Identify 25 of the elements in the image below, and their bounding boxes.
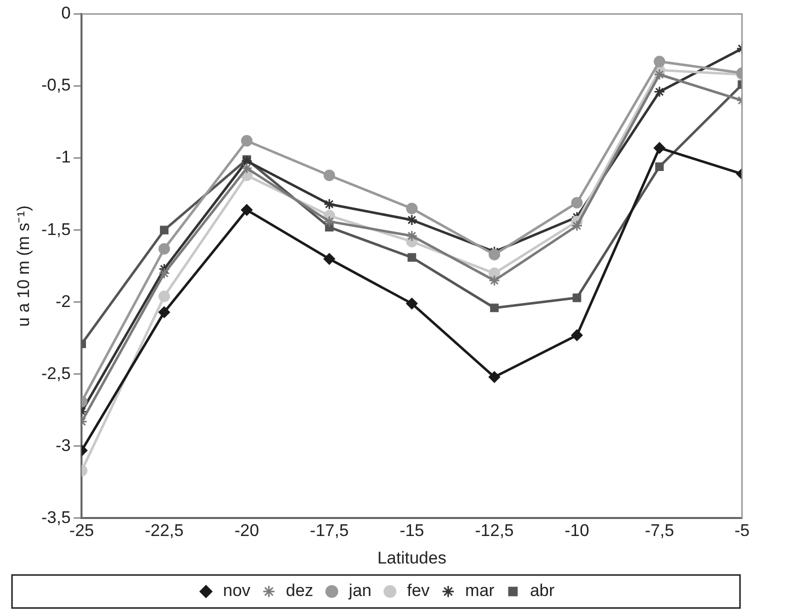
x-axis-title: Latitudes — [377, 548, 446, 568]
x-tick-label: -15 — [400, 521, 424, 540]
y-tick-label: -2,5 — [41, 364, 71, 383]
y-tick-label: -3,5 — [41, 508, 71, 527]
legend-label: nov — [222, 581, 251, 600]
y-tick-label: -3 — [56, 436, 71, 455]
legend-label: dez — [286, 581, 314, 600]
x-tick-label: -20 — [234, 521, 260, 540]
y-tick-label: -0,5 — [41, 76, 71, 95]
legend-label: fev — [406, 581, 430, 600]
y-tick-label: -1 — [56, 148, 71, 167]
x-tick-label: -25 — [69, 521, 94, 540]
legend-label: jan — [348, 581, 372, 600]
y-axis-title: u a 10 m (m s⁻¹) — [14, 205, 33, 327]
x-tick-label: -22,5 — [144, 521, 184, 540]
legend-label: mar — [465, 581, 495, 600]
x-tick-label: -17,5 — [310, 521, 349, 540]
y-tick-label: -1,5 — [41, 220, 71, 239]
y-tick-label: -2 — [56, 292, 71, 311]
x-tick-label: -10 — [564, 521, 590, 540]
y-tick-label: 0 — [61, 4, 71, 23]
legend-label: abr — [530, 581, 555, 600]
x-tick-label: -5 — [734, 521, 750, 540]
x-tick-label: -12,5 — [475, 521, 514, 540]
x-tick-label: -7,5 — [644, 521, 674, 540]
